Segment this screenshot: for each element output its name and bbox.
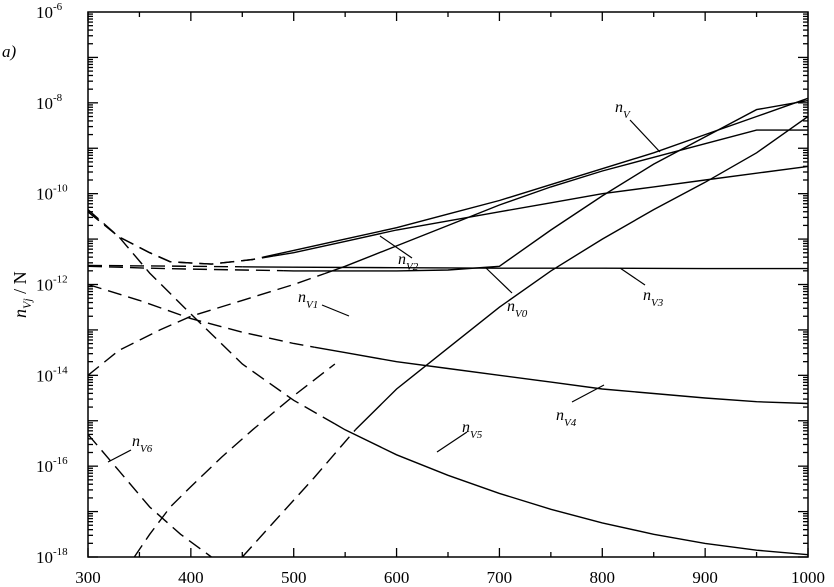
label-leader-nV1 xyxy=(321,304,350,317)
curve-label-nV6: nV6 xyxy=(132,433,153,455)
y-tick-label: 10-8 xyxy=(36,92,63,113)
curve-nV3-solid xyxy=(242,266,808,270)
plot-frame xyxy=(87,11,809,558)
label-leader-nV6 xyxy=(107,449,132,463)
x-tick-label: 300 xyxy=(75,568,101,587)
curves xyxy=(87,97,809,558)
curve-nV0-dashed xyxy=(87,265,284,272)
tick-labels: 300 400 500 600 700 800 900 1000 10-6 10-8 10-10 10… xyxy=(36,1,825,587)
label-leader-nV4 xyxy=(571,384,605,403)
curve-nV5-dashed xyxy=(87,209,336,425)
curve-nV2-solid xyxy=(272,165,809,257)
x-tick-label: 1000 xyxy=(791,568,825,587)
curve-nV1-dashed xyxy=(87,272,325,376)
label-leader-nV2 xyxy=(379,235,413,259)
curve-label-nV: nV xyxy=(615,99,631,121)
label-leader-nV5 xyxy=(436,431,468,453)
y-tick-label: 10-12 xyxy=(36,274,68,295)
curve-label-nV5: nV5 xyxy=(462,419,483,441)
curve-nV7-dashed xyxy=(133,363,336,558)
curve-label-nV4: nV4 xyxy=(556,407,577,429)
x-tick-label: 800 xyxy=(590,568,616,587)
label-leaders xyxy=(107,119,661,463)
x-tick-label: 500 xyxy=(281,568,307,587)
curve-nV8-solid xyxy=(354,115,809,431)
curve-nV1-solid xyxy=(324,129,808,275)
curve-nV0-solid xyxy=(283,99,809,272)
curve-nV4-solid xyxy=(314,346,809,405)
label-leader-nV0 xyxy=(485,267,513,294)
x-tick-label: 700 xyxy=(487,568,513,587)
y-tick-label: 10-10 xyxy=(36,183,68,204)
panel-label: a) xyxy=(2,42,17,61)
x-tick-label: 600 xyxy=(384,568,410,587)
x-tick-label: 400 xyxy=(178,568,204,587)
y-tick-label: 10-16 xyxy=(36,455,68,476)
y-tick-label: 10-18 xyxy=(36,546,68,567)
y-tick-label: 10-6 xyxy=(36,1,63,22)
curve-label-nV2: nV2 xyxy=(398,251,419,273)
curve-nV8-dashed xyxy=(241,429,356,558)
label-leader-nV3 xyxy=(619,267,646,286)
curve-label-nV1: nV1 xyxy=(298,289,318,311)
x-tick-label: 900 xyxy=(692,568,718,587)
y-axis-label: nVj / N xyxy=(10,271,34,318)
curve-nV6-dashed xyxy=(87,433,212,558)
label-leader-nV xyxy=(629,119,661,153)
curve-nV3-dashed xyxy=(87,264,243,268)
curve-label-nV0: nV0 xyxy=(507,298,528,320)
axis-ticks xyxy=(87,12,809,558)
curve-nV4-dashed xyxy=(87,283,315,348)
curve-label-nV3: nV3 xyxy=(643,287,664,309)
curve-nV2-dashed xyxy=(87,211,274,265)
curve-nV5-solid xyxy=(334,423,809,556)
curve-nV-dashed xyxy=(87,211,264,265)
curve-labels: nV nV2 nV0 nV3 nV1 nV4 nV5 nV6 xyxy=(132,99,664,455)
y-tick-label: 10-14 xyxy=(36,364,68,385)
